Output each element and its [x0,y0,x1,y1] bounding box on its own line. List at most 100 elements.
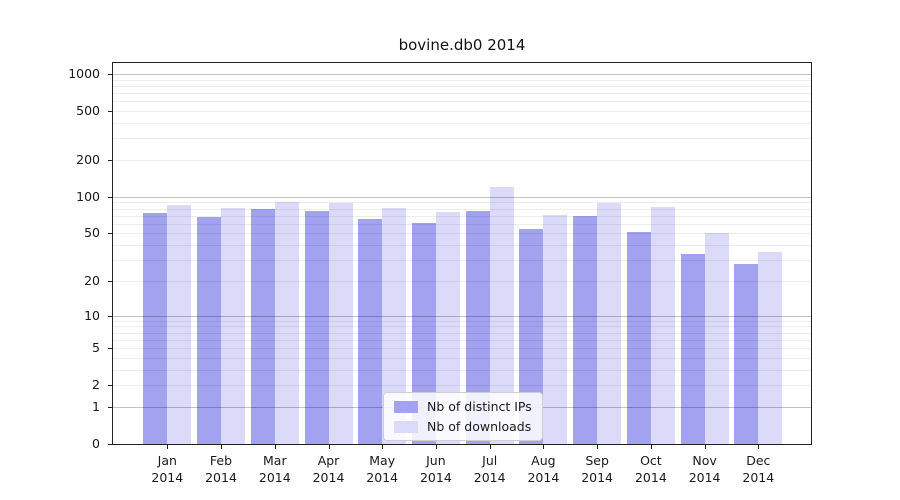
legend-swatch-distinct-ips [394,400,418,413]
bar-downloads-feb [221,208,245,444]
bar-distinct-ips-may [358,218,383,444]
x-tick-label-dec: Dec 2014 [742,453,775,485]
bar-downloads-nov [704,233,729,444]
gridline-minor-4 [113,357,811,359]
y-tick-1000 [108,74,113,75]
x-tick-label-jan: Jan 2014 [151,453,184,485]
x-tick-aug [543,444,545,449]
gridline-minor-60 [113,223,811,225]
gridline-minor-90 [113,202,811,204]
y-tick-50 [108,233,113,235]
x-tick-oct [650,444,652,449]
y-tick-label-50: 50 [84,225,100,241]
x-tick-label-aug: Aug 2014 [527,453,560,485]
bar-distinct-ips-oct [626,232,651,444]
x-tick-may [382,444,384,449]
legend-label-distinct-ips: Nb of distinct IPs [427,399,532,414]
x-tick-label-apr: Apr 2014 [312,453,345,485]
gridline-minor-700 [113,93,811,95]
y-tick-0 [108,444,113,445]
gridline-minor-8 [113,326,811,328]
legend-label-downloads: Nb of downloads [427,419,532,434]
gridline-minor-300 [113,138,811,140]
y-tick-label-5: 5 [92,340,100,355]
y-tick-label-1: 1 [92,398,100,414]
y-tick-100 [108,196,113,198]
x-tick-jul [489,444,491,449]
y-tick-label-100: 100 [76,188,100,204]
gridline-minor-900 [113,79,811,81]
x-tick-jan [167,444,169,449]
gridline-minor-70 [113,215,811,217]
y-tick-label-10: 10 [84,307,100,323]
gridline-minor-5 [113,348,811,349]
bar-downloads-sep [597,203,622,444]
y-tick-10 [108,315,113,317]
y-tick-label-500: 500 [76,103,100,119]
x-tick-jun [435,444,437,449]
chart-title: bovine.db0 2014 [398,36,526,54]
x-tick-nov [704,444,706,449]
bar-downloads-jan [167,205,192,444]
bar-downloads-oct [650,207,675,444]
x-tick-label-nov: Nov 2014 [688,453,721,485]
x-tick-dec [758,444,760,449]
gridline-major-10 [113,315,811,317]
x-tick-apr [328,444,330,449]
gridline-minor-40 [113,245,811,247]
gridline-minor-500 [113,111,811,113]
bar-distinct-ips-dec [734,263,759,444]
y-tick-2 [108,385,113,387]
gridline-minor-7 [113,332,811,334]
x-tick-mar [274,444,276,449]
x-tick-label-jul: Jul 2014 [473,453,506,485]
x-tick-label-sep: Sep 2014 [581,453,613,485]
bar-distinct-ips-sep [573,215,598,444]
legend-item-downloads: Nb of downloads [394,419,532,434]
gridline-minor-800 [113,85,811,87]
y-tick-5 [108,348,113,349]
x-tick-label-may: May 2014 [366,453,399,485]
legend: Nb of distinct IPs Nb of downloads [383,392,543,441]
y-tick-label-0: 0 [92,436,100,451]
gridline-minor-3 [113,369,811,371]
gridline-minor-80 [113,208,811,210]
gridline-minor-2 [113,385,811,387]
bar-distinct-ips-nov [680,253,705,444]
bar-distinct-ips-mar [250,208,275,444]
x-tick-label-jun: Jun 2014 [419,453,452,485]
legend-item-distinct-ips: Nb of distinct IPs [394,399,532,414]
gridline-minor-6 [113,339,811,341]
legend-swatch-downloads [394,420,418,433]
gridline-minor-30 [113,260,811,262]
gridline-minor-9 [113,320,811,322]
y-tick-label-20: 20 [84,272,100,288]
bar-downloads-apr [328,203,353,444]
y-tick-label-1000: 1000 [68,66,100,81]
bar-downloads-dec [758,252,783,444]
y-tick-20 [108,280,113,282]
gridline-minor-20 [113,280,811,282]
gridline-minor-600 [113,101,811,103]
gridline-minor-200 [113,160,811,161]
x-tick-label-feb: Feb 2014 [205,453,237,485]
x-tick-label-oct: Oct 2014 [634,453,667,485]
bar-distinct-ips-apr [304,211,329,444]
y-tick-label-2: 2 [92,377,100,393]
y-tick-500 [108,111,113,113]
bar-downloads-aug [543,215,568,444]
y-tick-200 [108,160,113,161]
gridline-major-100 [113,196,811,198]
bar-downloads-mar [274,201,299,444]
bar-distinct-ips-feb [197,217,221,444]
x-tick-feb [221,444,222,449]
x-tick-label-mar: Mar 2014 [258,453,291,485]
x-tick-sep [597,444,599,449]
gridline-minor-400 [113,123,811,124]
plot-area [112,62,812,445]
y-tick-label-200: 200 [76,152,100,167]
gridline-major-1000 [113,74,811,75]
gridline-minor-50 [113,233,811,235]
y-tick-1 [108,406,113,408]
